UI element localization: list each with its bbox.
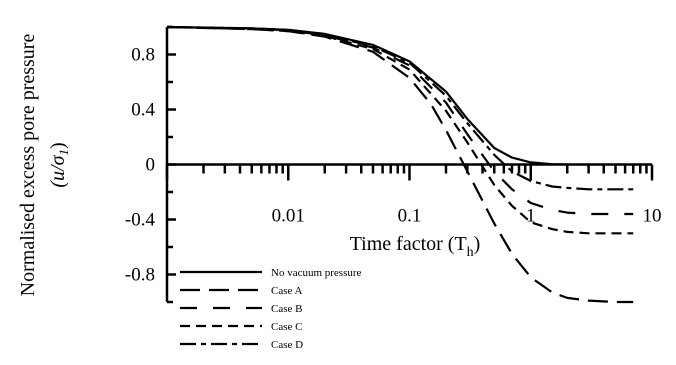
x-tick-label: 0.1: [398, 206, 422, 227]
legend-label-1: No vacuum pressure: [271, 267, 362, 279]
x-tick-label: 0.01: [272, 206, 305, 227]
y-axis-units-sub: 1: [56, 149, 71, 156]
x-tick-label: 1: [526, 206, 536, 227]
y-axis-units-suffix: ): [47, 142, 69, 149]
x-tick-label: 10: [643, 206, 662, 227]
x-axis-title-prefix: Time factor (T: [350, 233, 467, 255]
y-tick-label: -0.4: [125, 210, 156, 231]
y-tick-label: -0.8: [125, 265, 155, 286]
x-axis-title: Time factor (Th): [350, 233, 481, 260]
legend-label-4: Case C: [271, 321, 302, 333]
y-axis-title: Normalised excess pore pressure: [17, 34, 39, 297]
series-line-3: [166, 25, 634, 216]
legend-label-2: Case A: [271, 285, 303, 297]
series-line-1: [166, 25, 568, 166]
y-tick-label: 0.4: [131, 100, 155, 121]
y-tick-label: 0: [146, 155, 156, 176]
series-line-5: [166, 25, 634, 191]
y-axis-title-units: (u/σ1): [47, 142, 71, 187]
y-tick-label: 0.8: [131, 45, 155, 66]
legend-label-3: Case B: [271, 303, 302, 315]
x-axis-title-suffix: ): [474, 233, 481, 255]
legend: No vacuum pressure Case A Case B Case C Case…: [180, 267, 362, 351]
x-axis-title-sub: h: [467, 245, 474, 260]
y-axis-units-prefix: (u/σ: [47, 154, 69, 187]
y-axis-title-line1: Normalised excess pore pressure: [17, 34, 39, 297]
axes-layer: 0.8 0.4 0 -0.4 -0.8 0.01 0.1 1 10: [125, 25, 662, 304]
legend-label-5: Case D: [271, 339, 303, 351]
